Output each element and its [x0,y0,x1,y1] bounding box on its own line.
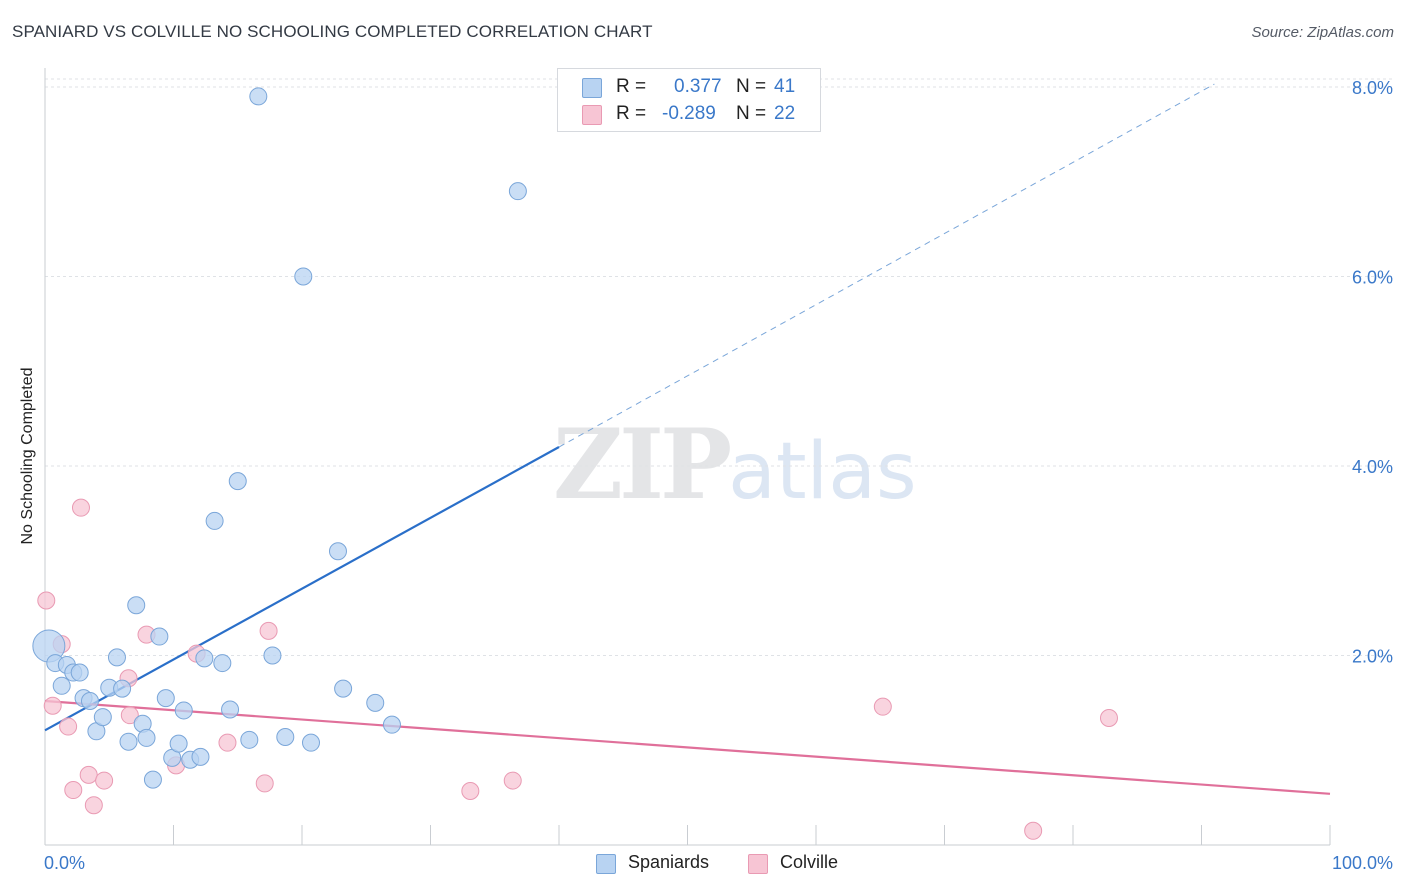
colville-n-label: N = [736,103,767,124]
spaniards-swatch [582,78,602,98]
spaniards-trend-extension [558,83,1215,448]
spaniards-point [213,654,232,673]
spaniards-point [143,770,162,789]
spaniards-point [93,708,112,727]
colville-point [503,771,522,790]
colville-point [71,498,90,517]
colville-n-value: 22 [774,103,796,124]
spaniards-point [169,734,188,753]
spaniards-point [107,648,126,667]
colville-point [37,591,56,610]
colville-swatch [582,105,602,125]
colville-point [95,771,114,790]
spaniards-point [334,679,353,698]
spaniards-point [80,691,99,710]
grid [45,78,1392,656]
spaniards-r-value: 0.377 [674,76,722,97]
colville-point [873,697,892,716]
watermark-zip: ZIP [553,408,732,521]
spaniards-point [156,689,175,708]
colville-point [59,717,78,736]
data-points [32,87,1118,840]
colville-point [259,621,278,640]
spaniards-r-label: R = [616,76,647,97]
colville-point [120,706,139,725]
spaniards-point [195,649,214,668]
watermark: ZIPatlas [553,408,917,521]
spaniards-point [294,267,313,286]
source-label: Source: ZipAtlas.com [1251,24,1394,41]
spaniards-point [191,747,210,766]
y-tick-label: 4.0% [1352,457,1393,477]
stats-box: R = 0.377 N = 41 R = -0.289 N = 22 [557,68,821,132]
spaniards-point [240,730,259,749]
spaniards-point [150,627,169,646]
spaniards-point [113,679,132,698]
spaniards-point [249,87,268,106]
tick-labels: 2.0% 4.0% 6.0% 8.0% 0.0% 100.0% [44,78,1393,873]
y-tick-label: 8.0% [1352,78,1393,98]
y-tick-label: 6.0% [1352,267,1393,287]
x-tick-label-max: 100.0% [1332,853,1393,873]
watermark-atlas: atlas [728,427,917,517]
axes [44,68,1331,846]
colville-point [43,696,62,715]
spaniards-point [70,663,89,682]
spaniards-point [174,701,193,720]
y-tick-label: 2.0% [1352,646,1393,666]
spaniards-point [328,542,347,561]
spaniards-n-label: N = [736,76,767,97]
trend-lines [44,83,1331,795]
spaniards-point [276,727,295,746]
colville-point [461,781,480,800]
spaniards-point [221,700,240,719]
legend-colville-label: Colville [780,852,839,872]
colville-point [1099,709,1118,728]
spaniards-point [137,728,156,747]
legend-colville-swatch [748,854,768,874]
spaniards-point [263,646,282,665]
spaniards-point [382,715,401,734]
spaniards-point [52,676,71,695]
colville-r-value: -0.289 [662,103,716,124]
spaniards-point [119,732,138,751]
spaniards-point [508,182,527,201]
spaniards-point [205,511,224,530]
spaniards-point [228,472,247,491]
colville-point [64,781,83,800]
colville-trend-line [44,699,1331,795]
chart-title: SPANIARD VS COLVILLE NO SCHOOLING COMPLE… [12,22,653,41]
legend-spaniards-swatch [596,854,616,874]
spaniards-n-value: 41 [774,76,796,97]
colville-point [218,733,237,752]
spaniards-point [301,733,320,752]
colville-point [79,765,98,784]
colville-point [1024,821,1043,840]
colville-point [255,774,274,793]
colville-point [84,796,103,815]
colville-r-label: R = [616,103,647,124]
spaniards-point [366,693,385,712]
spaniards-point [127,596,146,615]
x-tick-label-min: 0.0% [44,853,85,873]
legend-spaniards-label: Spaniards [628,852,710,872]
